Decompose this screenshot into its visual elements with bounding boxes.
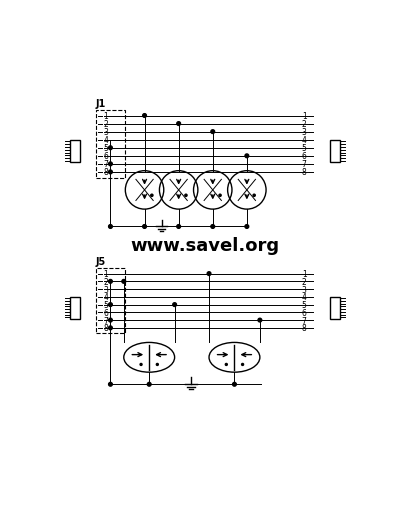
Text: 7: 7 [302,160,307,169]
Circle shape [242,364,244,365]
Text: 2: 2 [302,120,307,129]
Circle shape [151,195,153,197]
Text: 5: 5 [302,300,307,309]
Circle shape [108,319,112,322]
Text: 1: 1 [302,112,307,121]
Text: 2: 2 [103,277,108,286]
Circle shape [211,225,215,229]
Text: 4: 4 [103,293,108,302]
Bar [70,297,80,319]
Text: J1: J1 [96,99,106,109]
Text: 2: 2 [302,277,307,286]
Circle shape [108,303,112,307]
Circle shape [219,195,221,197]
Text: 2: 2 [103,120,108,129]
Circle shape [143,115,146,118]
Text: 3: 3 [302,128,307,137]
Text: 3: 3 [103,128,108,137]
Text: 1: 1 [302,270,307,278]
Text: 6: 6 [103,152,108,161]
Text: 5: 5 [103,144,108,153]
Bar [330,140,340,163]
Circle shape [108,383,112,386]
Circle shape [177,225,180,229]
Text: 3: 3 [302,285,307,294]
Circle shape [122,280,126,284]
Text: 4: 4 [103,136,108,145]
Bar [96,268,125,334]
Text: 8: 8 [103,168,108,177]
Circle shape [211,130,215,134]
Circle shape [232,383,236,386]
Bar [70,140,80,163]
Bar [96,110,125,178]
Text: 6: 6 [302,308,307,317]
Text: 1: 1 [103,112,108,121]
Circle shape [185,195,187,197]
Circle shape [108,225,112,229]
Text: 6: 6 [302,152,307,161]
Text: 8: 8 [103,324,108,333]
Circle shape [225,364,227,365]
Text: 7: 7 [302,316,307,325]
Bar [330,297,340,319]
Text: 8: 8 [302,168,307,177]
Text: 6: 6 [103,308,108,317]
Circle shape [173,303,176,307]
Text: 5: 5 [103,300,108,309]
Circle shape [147,383,151,386]
Circle shape [143,225,146,229]
Circle shape [108,163,112,166]
Circle shape [108,280,112,284]
Circle shape [207,272,211,276]
Circle shape [108,147,112,150]
Text: 8: 8 [302,324,307,333]
Text: 1: 1 [103,270,108,278]
Text: www.savel.org: www.savel.org [130,236,280,254]
Circle shape [108,326,112,330]
Text: 5: 5 [302,144,307,153]
Text: 4: 4 [302,136,307,145]
Text: 3: 3 [103,285,108,294]
Text: 7: 7 [103,316,108,325]
Circle shape [177,123,180,126]
Text: 7: 7 [103,160,108,169]
Circle shape [156,364,158,365]
Circle shape [245,155,249,158]
Circle shape [253,195,255,197]
Circle shape [140,364,142,365]
Circle shape [258,319,262,322]
Text: J5: J5 [96,257,106,267]
Circle shape [245,225,249,229]
Circle shape [108,171,112,175]
Text: 4: 4 [302,293,307,302]
